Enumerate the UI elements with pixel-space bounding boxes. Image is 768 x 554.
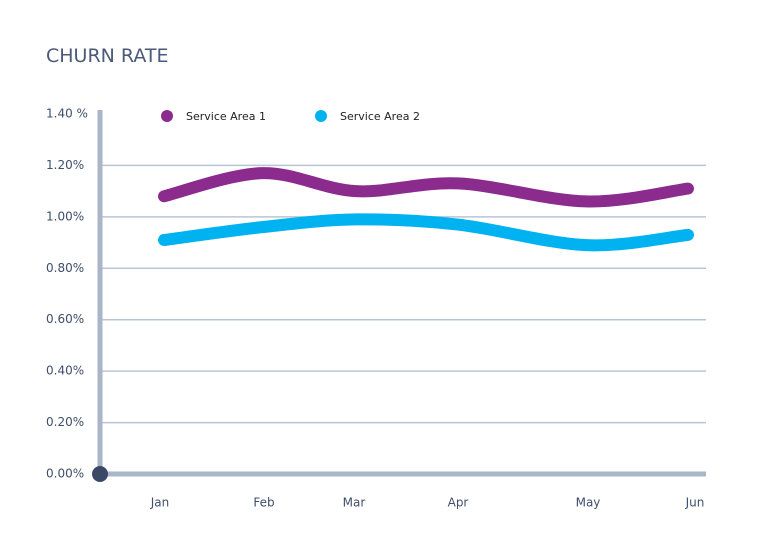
- y-tick-label: 1.00%: [46, 209, 84, 223]
- legend-label: Service Area 2: [340, 110, 420, 123]
- x-tick-label: Jun: [685, 496, 705, 510]
- x-tick-label: Feb: [253, 496, 274, 510]
- y-tick-label: 1.20%: [46, 158, 84, 172]
- x-tick-label: May: [576, 496, 601, 510]
- y-tick-label: 0.60%: [46, 312, 84, 326]
- legend-marker: [161, 110, 173, 122]
- y-tick-label: 0.40%: [46, 364, 84, 378]
- axis-origin: [92, 466, 108, 482]
- chart-title: CHURN RATE: [46, 45, 168, 67]
- x-tick-label: Apr: [448, 496, 469, 510]
- legend-marker: [315, 110, 327, 122]
- x-tick-label: Mar: [343, 496, 366, 510]
- legend-label: Service Area 1: [186, 110, 266, 123]
- y-tick-label: 0.20%: [46, 415, 84, 429]
- series-line: [158, 167, 694, 208]
- y-tick-label: 0.00%: [46, 467, 84, 481]
- series-line: [158, 213, 694, 252]
- y-tick-label: 0.80%: [46, 261, 84, 275]
- y-tick-label: 1.40 %: [46, 107, 88, 121]
- x-tick-label: Jan: [150, 496, 170, 510]
